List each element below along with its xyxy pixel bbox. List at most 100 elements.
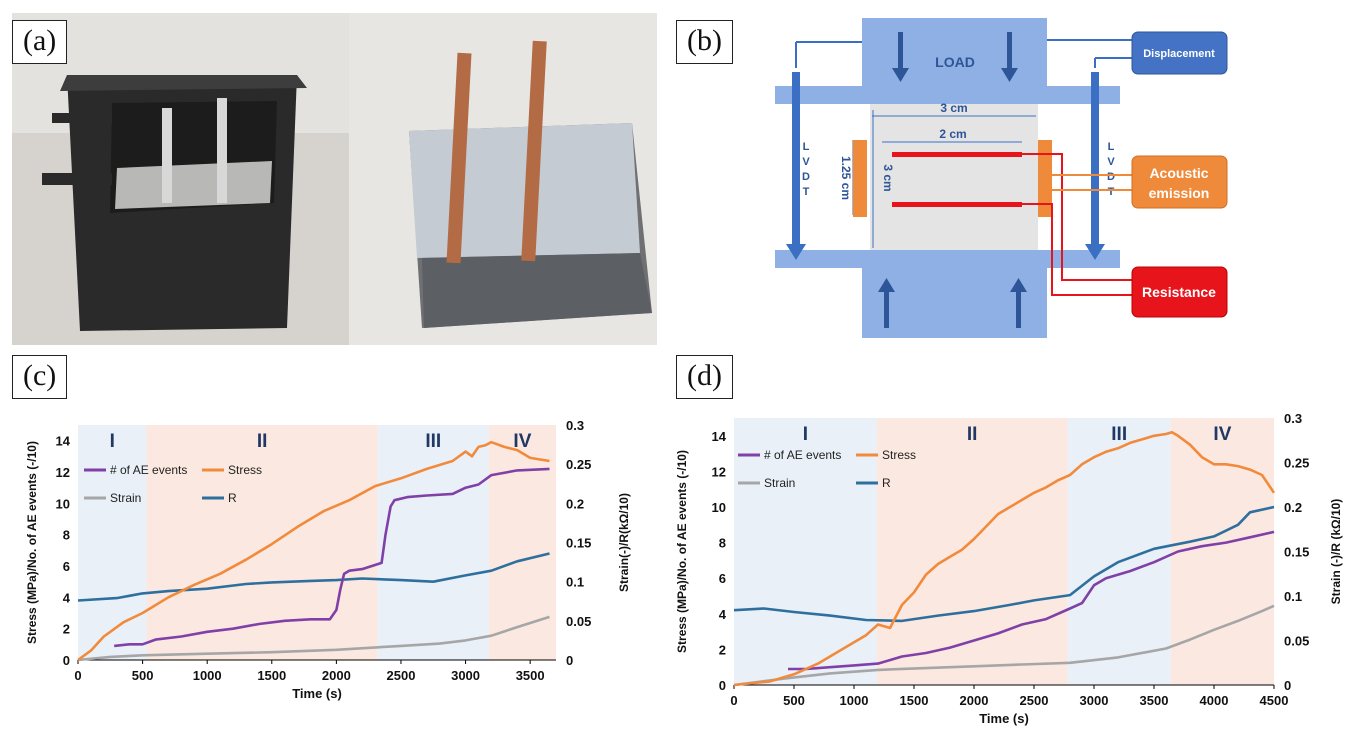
stage-label-IV: IV [513, 431, 531, 452]
y-left-tick-label: 4 [63, 590, 71, 605]
specimen [870, 104, 1038, 250]
y-left-tick-label: 10 [712, 500, 726, 515]
x-tick-label: 1500 [900, 693, 929, 708]
y-right-tick-label: 0.3 [566, 418, 584, 433]
y-right-tick-label: 0.05 [1284, 634, 1309, 649]
x-tick-label: 3000 [451, 668, 480, 683]
resistance-label: Resistance [1142, 284, 1216, 300]
y-left-tick-label: 0 [63, 653, 70, 668]
panel-label-a: (a) [12, 20, 68, 64]
lvdt-right [1047, 39, 1132, 260]
y-left-tick-label: 14 [712, 429, 727, 444]
stage-band-III [377, 425, 489, 660]
dim-2cm: 2 cm [939, 127, 966, 141]
stage-label-I: I [803, 424, 808, 445]
x-tick-label: 3500 [516, 668, 545, 683]
series-line-ofaeevents [114, 467, 550, 648]
x-tick-label: 3500 [1140, 693, 1169, 708]
y-right-tick-label: 0.25 [566, 457, 591, 472]
x-tick-label: 3000 [1080, 693, 1109, 708]
y-left-tick-label: 8 [719, 536, 726, 551]
stage-band-IV [488, 425, 556, 660]
chart-d: I II III IV0 500 1000 1500 2000 2500 3000 3500 4000… [675, 411, 1343, 726]
x-tick-label: 2500 [1020, 693, 1049, 708]
legend-label: Stress [882, 448, 916, 462]
stage-band-I [78, 425, 147, 660]
legend-label: R [882, 476, 891, 490]
legend-label: Strain [764, 476, 795, 490]
legend-label: # of AE events [110, 463, 187, 477]
y-right-tick-label: 0.1 [1284, 589, 1302, 604]
displacement-label: Displacement [1143, 48, 1215, 60]
lvdt-left-l: L [803, 141, 810, 153]
stage-label-I: I [110, 431, 115, 452]
ae-sensor-right [1038, 140, 1052, 217]
x-axis-title: Time (s) [292, 686, 342, 701]
x-axis-title: Time (s) [979, 711, 1029, 726]
y-right-axis-title: Strain(-)/R(kΩ/10) [617, 493, 631, 592]
legend-label: R [228, 491, 237, 505]
lvdt-right-l: L [1108, 141, 1115, 153]
panel-label-d: (d) [676, 355, 733, 399]
y-right-tick-label: 0 [1284, 678, 1291, 693]
displacement-box [1131, 31, 1228, 75]
series-line-r [733, 505, 1275, 623]
y-left-tick-label: 2 [719, 642, 726, 657]
y-left-tick-label: 12 [56, 465, 70, 480]
lvdt-left-d: D [802, 171, 810, 183]
lvdt-right-t: T [1108, 186, 1115, 198]
x-tick-label: 1000 [193, 668, 222, 683]
lvdt-right-d: D [1107, 171, 1115, 183]
y-right-tick-label: 0.1 [566, 575, 584, 590]
test-setup-diagram: LOAD L V D T L V D T Displacement 3 cm 2… [775, 18, 1228, 338]
acoustic-label-2: emission [1149, 185, 1210, 201]
y-left-tick-label: 10 [56, 496, 70, 511]
legend-label: Strain [110, 491, 141, 505]
series-line-ofaeevents [788, 530, 1275, 671]
x-tick-label: 0 [74, 668, 81, 683]
series-line-strain [733, 604, 1275, 687]
y-left-tick-label: 4 [719, 607, 727, 622]
acoustic-label-1: Acoustic [1149, 165, 1208, 181]
y-right-tick-label: 0.2 [1284, 500, 1302, 515]
stage-label-II: II [257, 431, 268, 452]
top-load-block [862, 18, 1047, 88]
dim-3cm-width: 3 cm [940, 101, 967, 115]
stage-band-III [1067, 418, 1171, 685]
y-right-tick-label: 0.05 [566, 614, 591, 629]
stage-band-I [734, 418, 877, 685]
legend-label: Stress [228, 463, 262, 477]
x-tick-label: 0 [730, 693, 737, 708]
lvdt-right-v: V [1107, 156, 1115, 168]
load-label: LOAD [935, 54, 975, 70]
y-left-tick-label: 8 [63, 528, 70, 543]
chart-c: I II III IV0 500 1000 1500 2000 2500 3000 35000246… [25, 418, 631, 701]
series-line-stress [77, 440, 550, 662]
specimen-photo [12, 13, 657, 345]
y-right-tick-label: 0.3 [1284, 411, 1302, 426]
series-line-stress [733, 430, 1276, 687]
x-tick-label: 2500 [387, 668, 416, 683]
y-right-tick-label: 0.25 [1284, 456, 1309, 471]
lvdt-left-v: V [802, 156, 810, 168]
resistance-box [1131, 266, 1228, 318]
series-line-strain [77, 615, 550, 662]
y-left-tick-label: 14 [56, 434, 71, 449]
electrode-top [892, 152, 1022, 157]
stage-label-III: III [425, 431, 441, 452]
stage-label-III: III [1111, 424, 1127, 445]
y-left-tick-label: 0 [719, 678, 726, 693]
x-tick-label: 500 [132, 668, 154, 683]
load-arrows [878, 32, 1027, 328]
y-right-axis-title: Strain (-)/R (kΩ/10) [1329, 499, 1343, 605]
top-plate [775, 86, 1120, 104]
series-line-r [77, 552, 550, 602]
bottom-plate [775, 250, 1120, 268]
legend-label: # of AE events [764, 448, 841, 462]
y-left-axis-title: Stress (MPa)/No. of AE events (-/10) [675, 450, 689, 653]
y-right-tick-label: 0.2 [566, 496, 584, 511]
x-tick-label: 1000 [840, 693, 869, 708]
stage-band-IV [1170, 418, 1274, 685]
y-left-tick-label: 12 [712, 464, 726, 479]
x-tick-label: 2000 [322, 668, 351, 683]
